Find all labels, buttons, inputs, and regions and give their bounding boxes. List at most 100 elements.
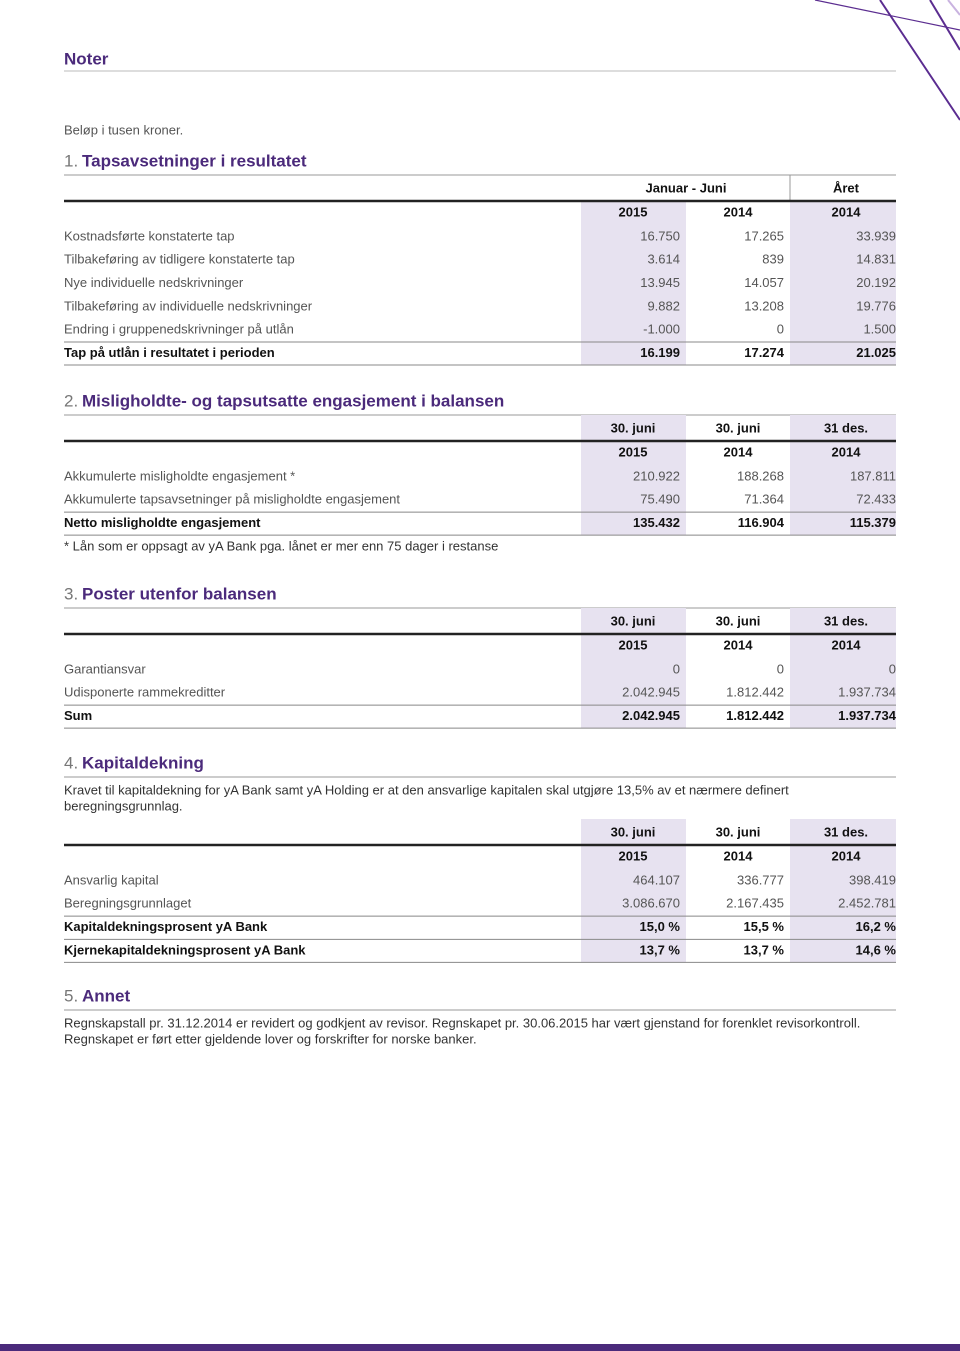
column-shade <box>581 819 686 963</box>
row-label: Ansvarlig kapital <box>64 872 159 887</box>
cell: 115.379 <box>850 515 896 530</box>
paragraph: Regnskapet er ført etter gjeldende lover… <box>64 1031 477 1046</box>
row-label: Akkumulerte misligholdte engasjement * <box>64 468 295 483</box>
year-header: 2014 <box>724 637 754 652</box>
row-label: Garantiansvar <box>64 661 146 676</box>
cell: 17.274 <box>744 345 785 360</box>
year-header: 2014 <box>832 204 862 219</box>
paragraph: Kravet til kapitaldekning for yA Bank sa… <box>64 782 789 797</box>
cell: 839 <box>762 252 784 267</box>
row-label: Tilbakeføring av tidligere konstaterte t… <box>64 252 295 267</box>
cell: 16.199 <box>640 345 680 360</box>
section-title: Poster utenfor balansen <box>82 584 277 603</box>
cell: 398.419 <box>849 872 896 887</box>
total-label: Tap på utlån i resultatet i perioden <box>64 345 275 360</box>
cell: 75.490 <box>640 492 680 507</box>
cell: 19.776 <box>856 298 896 313</box>
date-header: 31 des. <box>824 824 868 839</box>
section-title: Kapitaldekning <box>82 753 204 772</box>
cell: 188.268 <box>737 468 784 483</box>
cell: 3.086.670 <box>622 896 680 911</box>
cell: 0 <box>777 661 784 676</box>
cell: 464.107 <box>633 872 680 887</box>
year-header: 2015 <box>619 204 648 219</box>
date-header: 31 des. <box>824 613 868 628</box>
group-header: Året <box>833 180 860 195</box>
column-shade <box>790 201 896 365</box>
footnote: * Lån som er oppsagt av yA Bank pga. lån… <box>64 538 498 553</box>
date-header: 30. juni <box>716 613 761 628</box>
cell: 13,7 % <box>744 942 785 957</box>
cell: 1.812.442 <box>726 708 784 723</box>
cell: 21.025 <box>856 345 896 360</box>
cell: 0 <box>777 322 784 337</box>
cell: 210.922 <box>633 468 680 483</box>
row-label: Beregningsgrunnlaget <box>64 896 192 911</box>
section-title: Misligholdte- og tapsutsatte engasjement… <box>82 391 504 410</box>
cell: 135.432 <box>633 515 680 530</box>
section-number: 4. <box>64 753 78 772</box>
section-number: 5. <box>64 986 78 1005</box>
cell: 14.831 <box>856 252 896 267</box>
row-label: Tilbakeføring av individuelle nedskrivni… <box>64 298 313 313</box>
year-header: 2015 <box>619 848 648 863</box>
cell: 33.939 <box>856 228 896 243</box>
total-label: Sum <box>64 708 92 723</box>
paragraph: Regnskapstall pr. 31.12.2014 er revidert… <box>64 1015 860 1030</box>
cell: -1.000 <box>643 322 680 337</box>
unit-note: Beløp i tusen kroner. <box>64 122 183 137</box>
cell: 72.433 <box>856 492 896 507</box>
section-number: 1. <box>64 151 78 170</box>
section-number: 2. <box>64 391 78 410</box>
cell: 14,6 % <box>856 942 897 957</box>
section-title: Tapsavsetninger i resultatet <box>82 151 307 170</box>
cell: 1.812.442 <box>726 685 784 700</box>
cell: 2.042.945 <box>622 685 680 700</box>
cell: 116.904 <box>738 515 785 530</box>
cell: 187.811 <box>850 468 896 483</box>
year-header: 2015 <box>619 637 648 652</box>
section-number: 3. <box>64 584 78 603</box>
total-label: Netto misligholdte engasjement <box>64 515 261 530</box>
date-header: 30. juni <box>611 613 656 628</box>
cell: 2.167.435 <box>726 896 784 911</box>
date-header: 30. juni <box>611 420 656 435</box>
cell: 17.265 <box>744 228 784 243</box>
cell: 20.192 <box>856 275 896 290</box>
bottom-bar <box>0 1344 960 1351</box>
cell: 2.452.781 <box>838 896 896 911</box>
paragraph: beregningsgrunnlag. <box>64 798 183 813</box>
cell: 13.945 <box>640 275 680 290</box>
cell: 13.208 <box>744 298 784 313</box>
cell: 336.777 <box>737 872 784 887</box>
row-label: Udisponerte rammekreditter <box>64 685 226 700</box>
column-shade <box>790 819 896 963</box>
cell: 13,7 % <box>640 942 681 957</box>
cell: 14.057 <box>744 275 784 290</box>
date-header: 30. juni <box>716 420 761 435</box>
cell: 0 <box>673 661 680 676</box>
row-label: Nye individuelle nedskrivninger <box>64 275 244 290</box>
total-label: Kjernekapitaldekningsprosent yA Bank <box>64 942 306 957</box>
cell: 16,2 % <box>856 919 897 934</box>
cell: 1.500 <box>863 322 896 337</box>
year-header: 2014 <box>832 637 862 652</box>
year-header: 2014 <box>832 848 862 863</box>
cell: 0 <box>889 661 896 676</box>
cell: 2.042.945 <box>622 708 680 723</box>
year-header: 2014 <box>832 444 862 459</box>
year-header: 2014 <box>724 848 754 863</box>
column-shade <box>581 201 686 365</box>
row-label: Endring i gruppenedskrivninger på utlån <box>64 322 294 337</box>
cell: 15,0 % <box>640 919 681 934</box>
cell: 15,5 % <box>744 919 785 934</box>
cell: 9.882 <box>647 298 680 313</box>
year-header: 2014 <box>724 204 754 219</box>
column-shade <box>790 608 896 729</box>
cell: 1.937.734 <box>838 685 896 700</box>
date-header: 30. juni <box>611 824 656 839</box>
corner-decoration <box>814 0 960 121</box>
cell: 1.937.734 <box>838 708 897 723</box>
date-header: 30. juni <box>716 824 761 839</box>
